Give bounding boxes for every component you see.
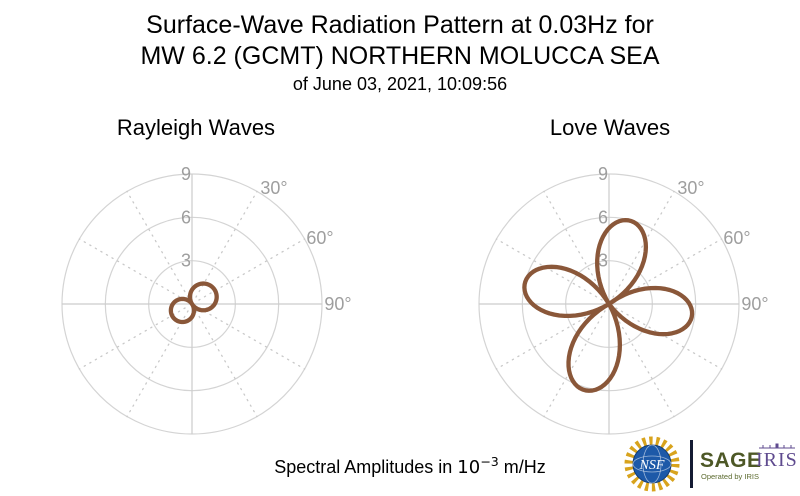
iris-ruler-ornament [759,443,795,449]
footer-units-label: Spectral Amplitudes in 10−3 m/Hz [200,454,620,478]
r-tick-label: 3 [181,251,191,271]
polar-grid-dotted-spoke [195,310,258,418]
radiation-pattern-path [522,217,695,393]
polar-grid-dotted-spoke [195,190,258,298]
r-tick-label: 3 [598,251,608,271]
nsf-starburst-ring [624,436,680,492]
iris-logo-text: IRIS [756,449,798,471]
angle-tick-label: 30° [260,178,287,198]
polar-grid-dotted-spoke [495,238,603,301]
nsf-logo: NSF [624,436,680,492]
iris-logo: IRIS [756,443,800,470]
figure-title-line1: Surface-Wave Radiation Pattern at 0.03Hz… [146,11,654,39]
r-tick-label: 6 [181,207,191,227]
r-tick-label: 6 [598,207,608,227]
sage-logo-text: SAGE [700,449,762,472]
rayleigh-panel-title: Rayleigh Waves [116,115,276,140]
angle-tick-label: 90° [741,294,768,314]
logo-block: NSF SAGE Operated by IRIS IRIS [624,435,797,493]
polar-grid-dotted-spoke [198,307,306,370]
polar-grid-dotted-spoke [126,190,189,298]
polar-grid-dotted-spoke [543,190,606,298]
footer-units-power-exponent: −3 [480,454,499,469]
figure-title-line2: MW 6.2 (GCMT) NORTHERN MOLUCCA SEA [140,42,660,70]
nsf-globe-parallel [632,455,672,473]
footer-units-power-base: 10 [457,457,481,478]
angle-tick-label: 30° [677,178,704,198]
r-tick-label: 9 [598,164,608,184]
polar-grid-dotted-spoke [126,310,189,418]
polar-grid-dotted-spoke [615,307,723,370]
figure-subtitle-datetime: of June 03, 2021, 10:09:56 [292,74,508,94]
r-tick-label: 9 [181,164,191,184]
rayleigh-polar-plot: 3 6 9 30° 60° 90° [61,164,352,435]
footer-units-prefix: Spectral Amplitudes in [274,457,458,477]
polar-grid-dotted-spoke [612,190,675,298]
love-panel-title: Love Waves [549,115,671,140]
angle-tick-label: 60° [306,228,333,248]
angle-tick-label: 60° [723,228,750,248]
radiation-pattern-path [168,281,219,325]
polar-grid-dotted-spoke [543,310,606,418]
angle-tick-label: 90° [324,294,351,314]
polar-grid-dotted-spoke [78,307,186,370]
polar-grid-dotted-spoke [78,238,186,301]
footer-units-suffix: m/Hz [498,457,546,477]
polar-grid-dotted-spoke [495,307,603,370]
polar-grid-dotted-spoke [612,310,675,418]
nsf-logo-text: NSF [639,458,665,473]
logo-separator-bar [690,440,693,488]
nsf-globe-meridian [642,444,662,484]
love-polar-plot: 3 6 9 30° 60° 90° [478,164,769,435]
operated-by-iris-text: Operated by IRIS [701,472,759,481]
